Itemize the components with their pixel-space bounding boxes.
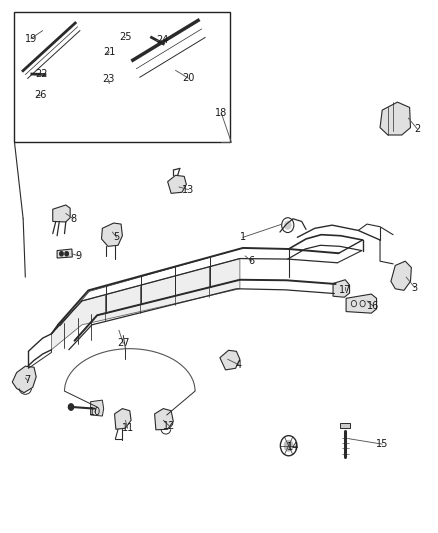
Text: 21: 21: [103, 47, 116, 56]
Text: 7: 7: [25, 375, 31, 385]
Bar: [108, 49, 116, 60]
Text: 9: 9: [76, 251, 82, 261]
Text: 20: 20: [182, 73, 195, 83]
Text: 14: 14: [287, 442, 299, 452]
Text: 18: 18: [215, 108, 227, 118]
Polygon shape: [380, 102, 410, 135]
Circle shape: [68, 404, 74, 410]
Text: 27: 27: [117, 338, 130, 349]
Text: 12: 12: [163, 421, 175, 431]
Polygon shape: [102, 223, 122, 246]
Circle shape: [44, 71, 49, 78]
Text: 8: 8: [70, 214, 76, 224]
Circle shape: [148, 33, 153, 39]
Bar: [14, 12, 230, 142]
Polygon shape: [168, 175, 186, 193]
Polygon shape: [391, 261, 411, 290]
Text: 23: 23: [102, 74, 114, 84]
Text: 19: 19: [25, 34, 37, 44]
Circle shape: [120, 34, 124, 39]
Text: 15: 15: [376, 439, 389, 449]
Text: 17: 17: [339, 285, 351, 295]
Polygon shape: [340, 423, 350, 428]
Polygon shape: [155, 409, 173, 430]
Polygon shape: [12, 366, 36, 393]
Text: 6: 6: [249, 256, 255, 266]
Circle shape: [65, 252, 68, 256]
Circle shape: [284, 440, 293, 451]
Text: 3: 3: [412, 282, 418, 293]
Polygon shape: [346, 294, 377, 313]
Text: 4: 4: [236, 360, 242, 369]
Polygon shape: [115, 409, 131, 429]
Polygon shape: [53, 205, 70, 222]
Text: 1: 1: [240, 232, 246, 243]
Text: 26: 26: [34, 90, 47, 100]
Polygon shape: [220, 350, 240, 370]
Text: 13: 13: [182, 184, 194, 195]
Text: 22: 22: [35, 69, 48, 79]
Text: 25: 25: [119, 32, 132, 42]
Bar: [99, 49, 107, 60]
Text: 16: 16: [367, 301, 380, 311]
Text: 2: 2: [414, 124, 420, 134]
Circle shape: [284, 221, 291, 229]
Text: 24: 24: [156, 35, 169, 45]
Circle shape: [107, 81, 112, 86]
Polygon shape: [333, 280, 350, 297]
Polygon shape: [91, 400, 104, 416]
Circle shape: [60, 252, 63, 256]
Polygon shape: [57, 249, 72, 258]
Text: 10: 10: [89, 407, 101, 417]
Text: 5: 5: [113, 232, 120, 243]
Polygon shape: [51, 259, 240, 350]
Text: 11: 11: [121, 423, 134, 433]
